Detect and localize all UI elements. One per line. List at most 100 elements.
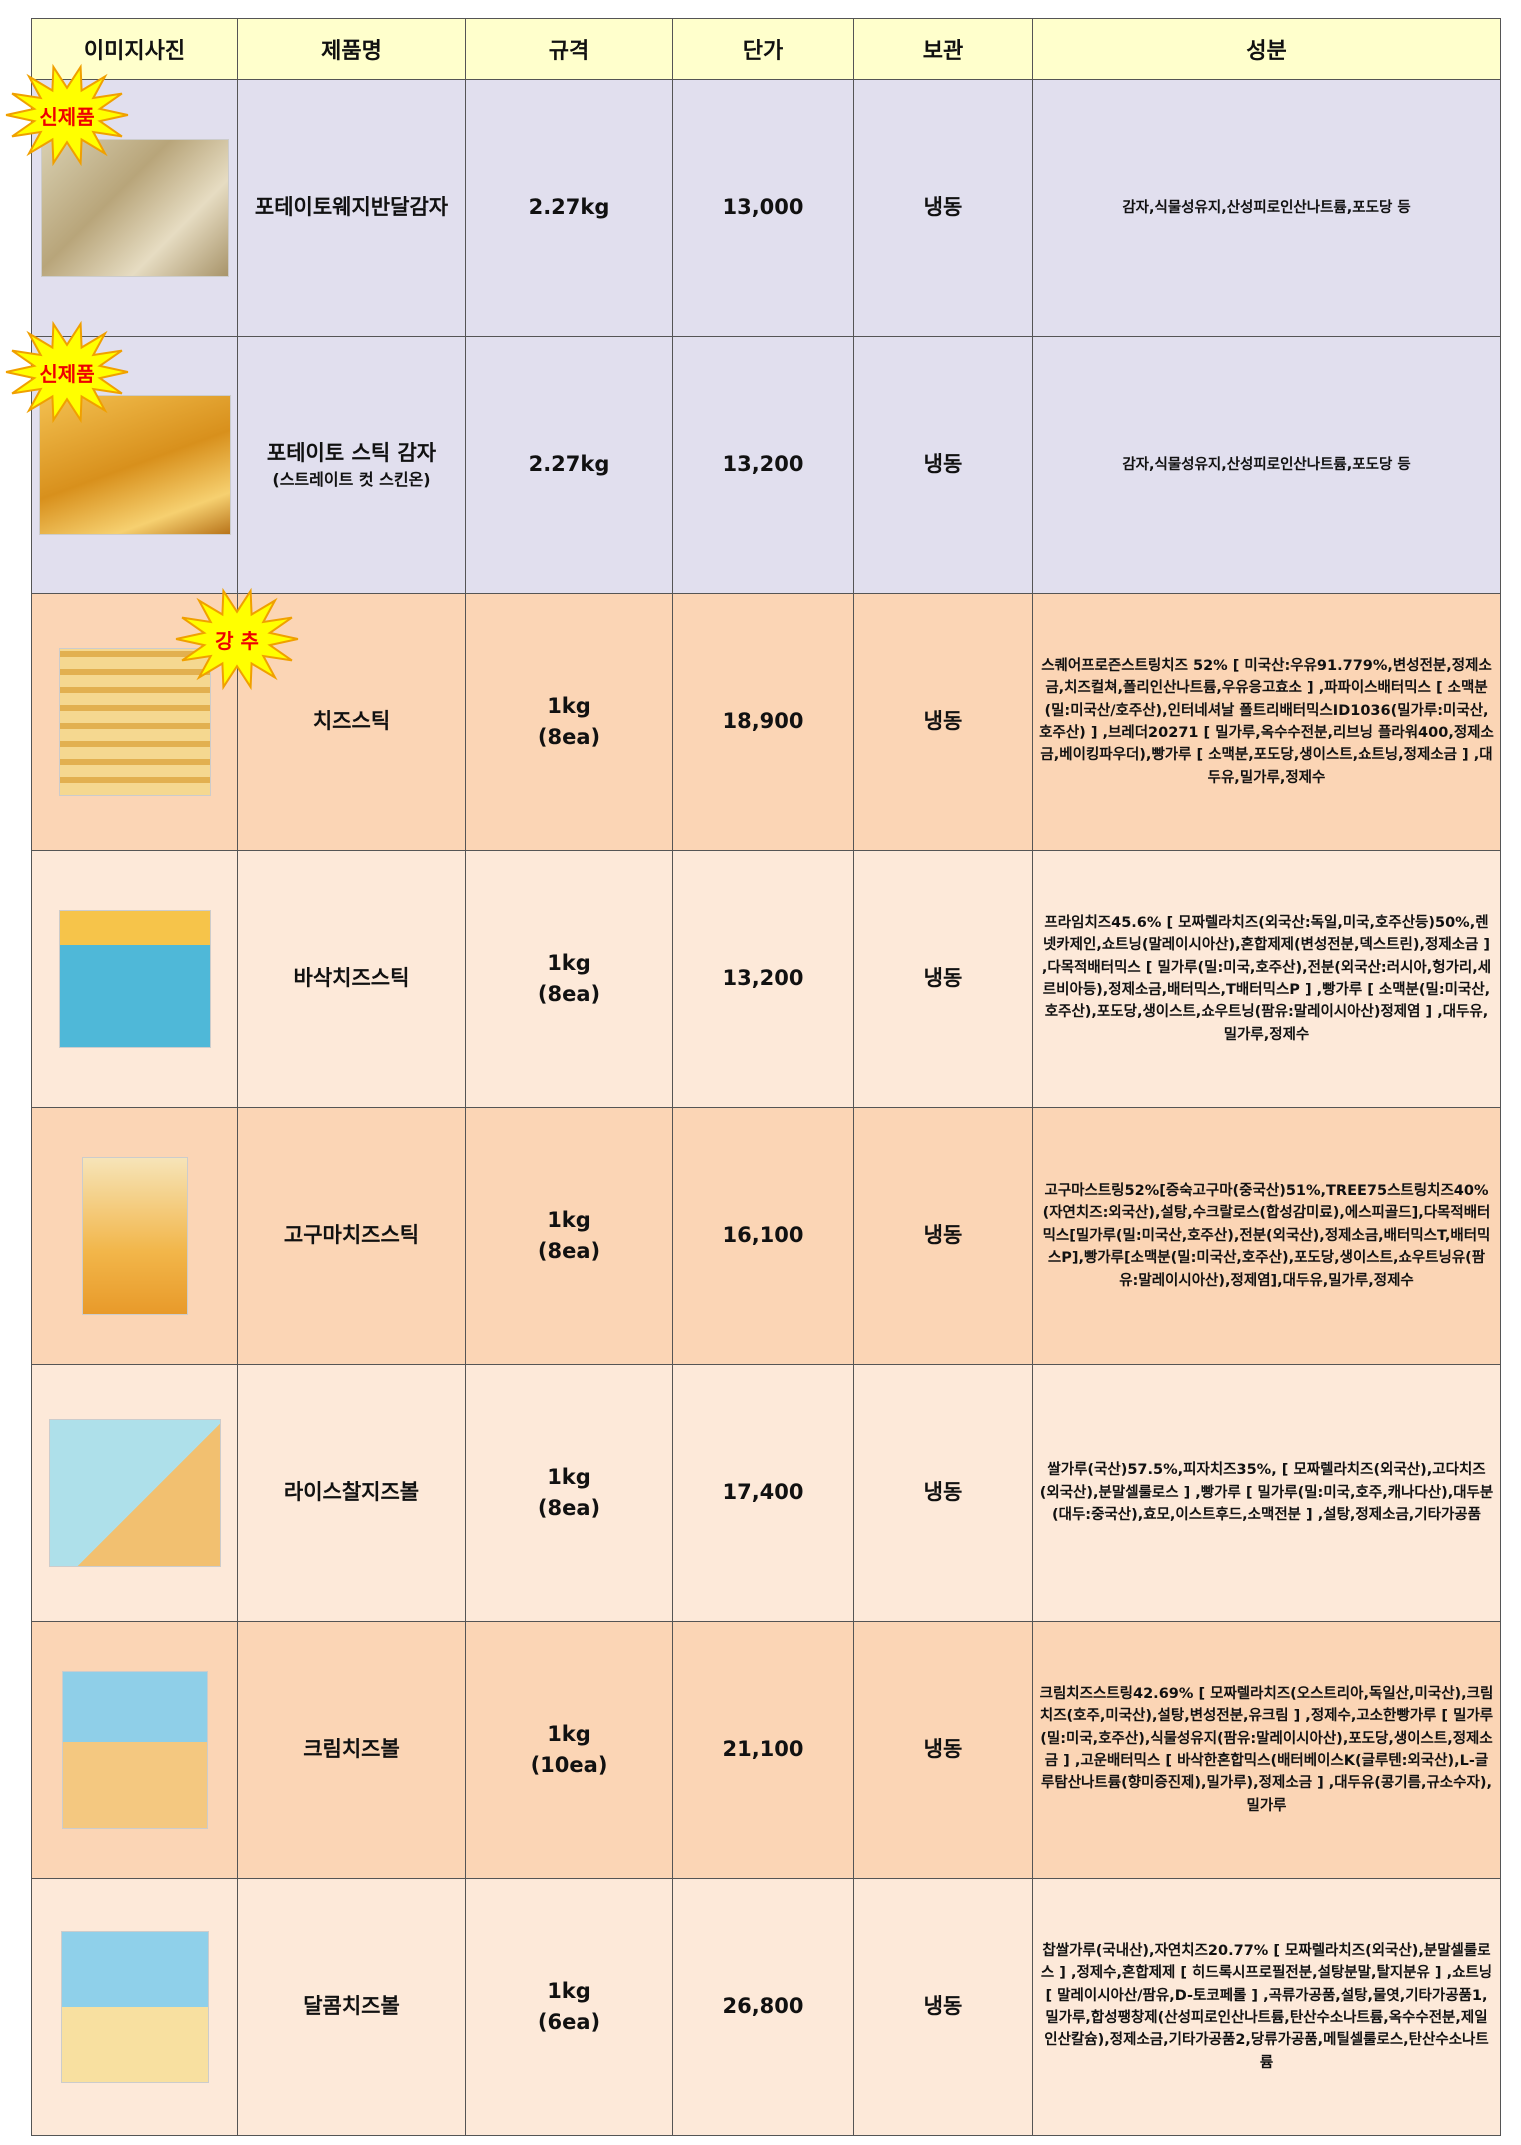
product-name: 바삭치즈스틱 (293, 966, 410, 991)
spec-cell: 1kg (8ea) (465, 850, 673, 1108)
crispy-cheese-stick-photo (58, 910, 211, 1048)
table-row: 크림치즈볼 1kg (10ea) 21,100 냉동 크림치즈스트링42.69% … (31, 1621, 1501, 1879)
starburst-icon (5, 320, 129, 424)
starburst-icon (5, 63, 129, 167)
price-cell: 17,400 (672, 1364, 854, 1622)
badge-burst: 신제품 (2, 317, 132, 427)
price-cell: 26,800 (672, 1878, 854, 2136)
badge-label: 신제품 (39, 361, 95, 386)
product-name: 포테이토 스틱 감자 (266, 441, 437, 466)
ingredients-cell: 고구마스트링52%[증숙고구마(중국산)51%,TREE75스트링치즈40%(자… (1032, 1107, 1501, 1365)
image-cell (31, 1107, 238, 1365)
spec-cell: 1kg (8ea) (465, 593, 673, 851)
storage-cell: 냉동 (853, 850, 1033, 1108)
spec-count: (8ea) (537, 982, 601, 1006)
badge-burst: 신제품 (2, 60, 132, 170)
badge-label: 신제품 (39, 104, 95, 129)
spec-cell: 2.27kg (465, 79, 673, 337)
product-name: 고구마치즈스틱 (283, 1223, 420, 1248)
image-cell: 신제품 (5, 63, 238, 337)
storage-cell: 냉동 (853, 1107, 1033, 1365)
header-name: 제품명 (237, 18, 466, 80)
storage-cell: 냉동 (853, 79, 1033, 337)
potato-wedge-photo (40, 139, 229, 277)
rice-cheese-ball-photo (48, 1419, 221, 1567)
spec-count: (8ea) (537, 1239, 601, 1263)
ingredients-cell: 프라임치즈45.6% [ 모짜렐라치즈(외국산:독일,미국,호주산등)50%,렌… (1032, 850, 1501, 1108)
image-cell (31, 1878, 238, 2136)
header-price: 단가 (672, 18, 854, 80)
image-cell (31, 1621, 238, 1879)
product-subname: (스트레이트 컷 스킨온) (272, 469, 431, 489)
table-row: 고구마치즈스틱 1kg (8ea) 16,100 냉동 고구마스트링52%[증숙고… (31, 1107, 1501, 1365)
storage-cell: 냉동 (853, 1364, 1033, 1622)
product-name-cell: 바삭치즈스틱 (237, 850, 466, 1108)
spec-weight: 1kg (547, 693, 591, 718)
product-name: 치즈스틱 (312, 709, 391, 734)
spec-count: (10ea) (530, 1753, 608, 1777)
header-row: 이미지사진 제품명 규격 단가 보관 성분 (31, 18, 1501, 80)
table-row: 달콤치즈볼 1kg (6ea) 26,800 냉동 찹쌀가루(국내산),자연치즈2… (31, 1878, 1501, 2136)
badge-burst: 강 추 (172, 584, 302, 694)
starburst-icon (175, 587, 299, 691)
spec-weight: 1kg (547, 1207, 591, 1232)
ingredients-cell: 크림치즈스트링42.69% [ 모짜렐라치즈(오스트리아,독일산,미국산),크림… (1032, 1621, 1501, 1879)
spec-cell: 1kg (6ea) (465, 1878, 673, 2136)
storage-cell: 냉동 (853, 336, 1033, 594)
spec-weight: 1kg (547, 950, 591, 975)
ingredients-cell: 감자,식물성유지,산성피로인산나트륨,포도당 등 (1032, 336, 1501, 594)
ingredients-cell: 스퀘어프로즌스트링치즈 52% [ 미국산:우유91.779%,변성전분,정제소… (1032, 593, 1501, 851)
table-row: 강 추 치즈스틱 1kg (8ea) 18,900 냉동 스퀘어프로즌스트링치즈 … (31, 587, 1501, 851)
header-spec: 규격 (465, 18, 673, 80)
ingredients-cell: 감자,식물성유지,산성피로인산나트륨,포도당 등 (1032, 79, 1501, 337)
product-name: 라이스찰지즈볼 (283, 1480, 420, 1505)
cream-cheese-ball-photo (61, 1671, 208, 1829)
price-cell: 13,200 (672, 336, 854, 594)
price-cell: 13,200 (672, 850, 854, 1108)
header-image: 이미지사진 (31, 18, 238, 80)
spec-weight: 1kg (547, 1978, 591, 2003)
product-name-cell: 달콤치즈볼 (237, 1878, 466, 2136)
price-cell: 21,100 (672, 1621, 854, 1879)
image-cell: 신제품 (5, 320, 238, 594)
header-storage: 보관 (853, 18, 1033, 80)
ingredients-cell: 쌀가루(국산)57.5%,피자치즈35%, [ 모짜렐라치즈(외국산),고다치즈… (1032, 1364, 1501, 1622)
product-table: 이미지사진 제품명 규격 단가 보관 성분 신제품 포테이토웨지반달감자 2.2… (5, 18, 1501, 2136)
spec-cell: 1kg (10ea) (465, 1621, 673, 1879)
product-name-cell: 포테이토웨지반달감자 (237, 79, 466, 337)
spec-weight: 1kg (547, 1721, 591, 1746)
cheese-stick-photo (58, 648, 211, 796)
table-row: 바삭치즈스틱 1kg (8ea) 13,200 냉동 프라임치즈45.6% [ 모… (31, 850, 1501, 1108)
ingredients-cell: 찹쌀가루(국내산),자연치즈20.77% [ 모짜렐라치즈(외국산),분말셀룰로… (1032, 1878, 1501, 2136)
product-name: 크림치즈볼 (303, 1737, 400, 1762)
spec-count: (8ea) (537, 725, 601, 749)
spec-weight: 2.27kg (528, 452, 610, 477)
product-name-cell: 크림치즈볼 (237, 1621, 466, 1879)
sweet-cheese-ball-photo (60, 1931, 209, 2083)
table-row: 신제품 포테이토웨지반달감자 2.27kg 13,000 냉동 감자,식물성유지… (5, 63, 1501, 337)
potato-stick-photo (38, 395, 231, 535)
product-name-cell: 라이스찰지즈볼 (237, 1364, 466, 1622)
storage-cell: 냉동 (853, 1621, 1033, 1879)
table-row: 라이스찰지즈볼 1kg (8ea) 17,400 냉동 쌀가루(국산)57.5%,… (31, 1364, 1501, 1622)
storage-cell: 냉동 (853, 593, 1033, 851)
product-name: 달콤치즈볼 (303, 1994, 400, 2019)
image-cell (31, 1364, 238, 1622)
image-cell (31, 850, 238, 1108)
spec-count: (8ea) (537, 1496, 601, 1520)
price-cell: 18,900 (672, 593, 854, 851)
spec-cell: 2.27kg (465, 336, 673, 594)
spec-cell: 1kg (8ea) (465, 1107, 673, 1365)
storage-cell: 냉동 (853, 1878, 1033, 2136)
product-name-cell: 포테이토 스틱 감자 (스트레이트 컷 스킨온) (237, 336, 466, 594)
price-cell: 16,100 (672, 1107, 854, 1365)
table-row: 신제품 포테이토 스틱 감자 (스트레이트 컷 스킨온) 2.27kg 13,20… (5, 320, 1501, 594)
spec-cell: 1kg (8ea) (465, 1364, 673, 1622)
product-name-cell: 고구마치즈스틱 (237, 1107, 466, 1365)
price-cell: 13,000 (672, 79, 854, 337)
header-ingredients: 성분 (1032, 18, 1501, 80)
spec-weight: 2.27kg (528, 195, 610, 220)
badge-label: 강 추 (215, 628, 259, 653)
product-name: 포테이토웨지반달감자 (254, 195, 449, 220)
spec-count: (6ea) (537, 2010, 601, 2034)
